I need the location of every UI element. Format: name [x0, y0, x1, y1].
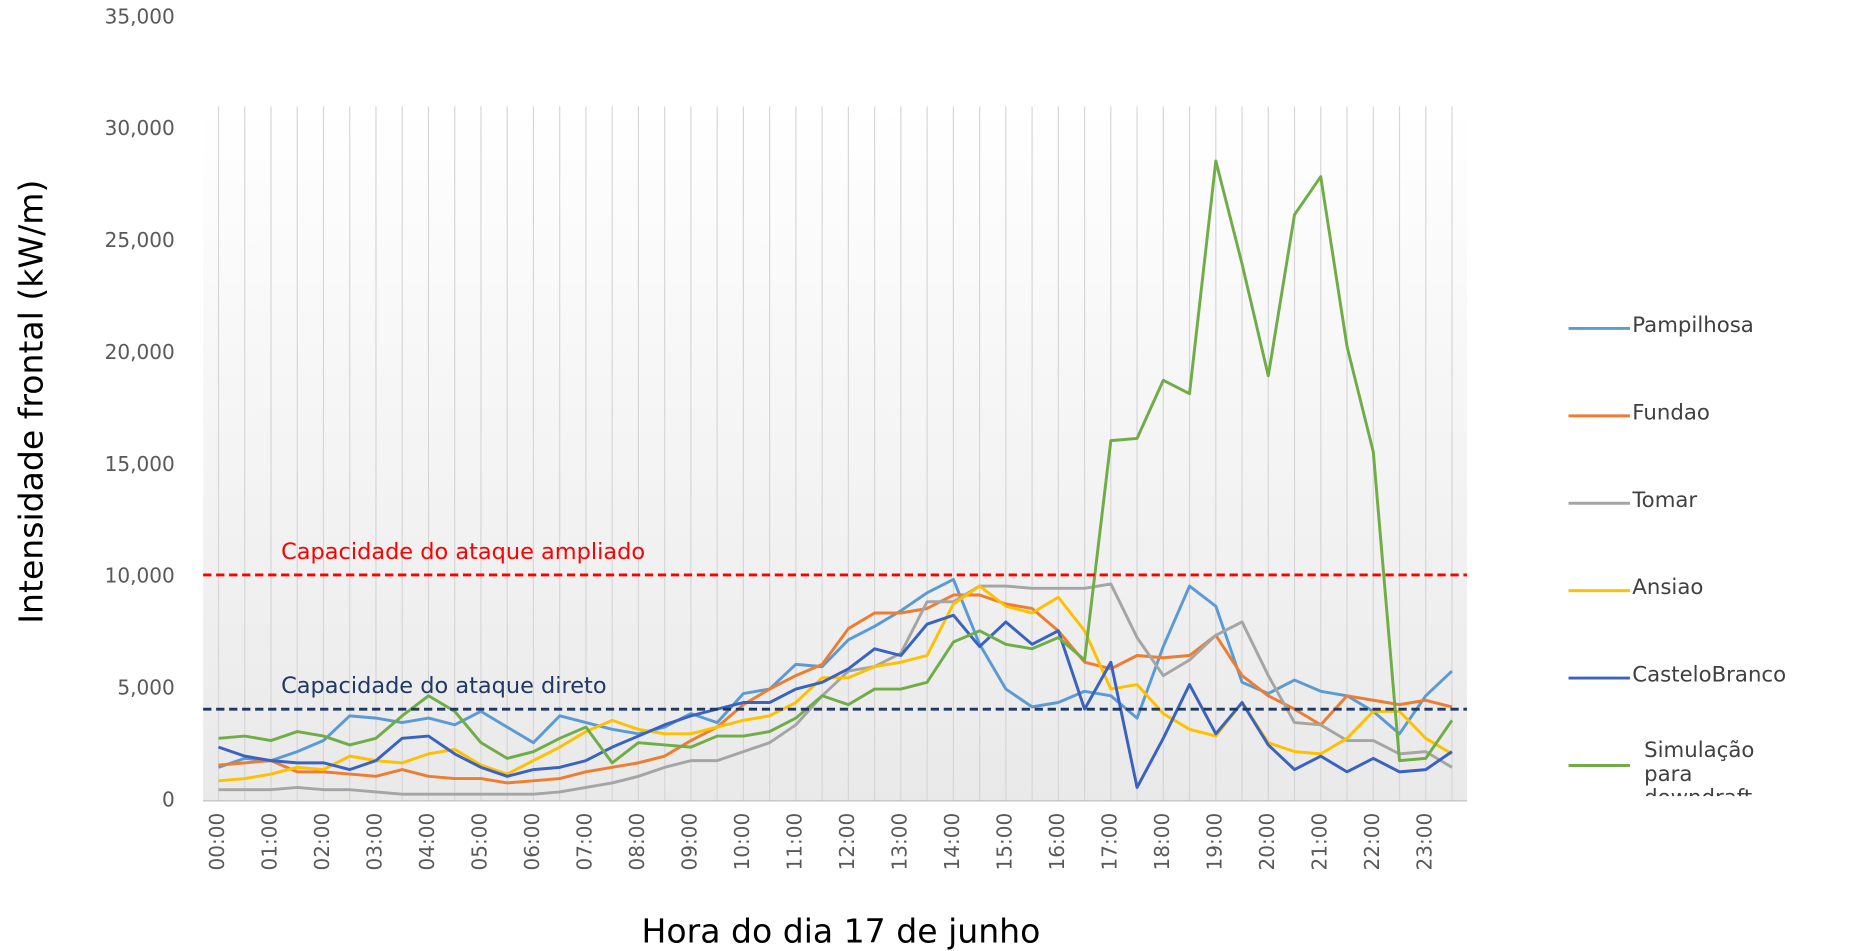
y-tick-label: 35,000	[105, 4, 175, 28]
x-tick-label: 01:00	[257, 813, 281, 871]
y-axis-title: Intensidade frontal (kW/m)	[12, 180, 51, 624]
x-tick-label: 03:00	[362, 813, 386, 871]
x-axis-title: Hora do dia 17 de junho	[642, 912, 1041, 951]
reference-label: Capacidade do ataque direto	[281, 673, 607, 699]
legend-label: Simulação para downdraft	[1644, 739, 1755, 796]
y-tick-label: 25,000	[105, 228, 175, 252]
x-tick-label: 02:00	[310, 813, 334, 871]
x-tick-label: 08:00	[625, 813, 649, 871]
x-tick-label: 07:00	[572, 813, 596, 871]
x-tick-label: 23:00	[1412, 813, 1436, 871]
x-tick-label: 00:00	[205, 813, 229, 871]
legend-item: Simulação para downdraft	[1644, 739, 1755, 796]
x-tick-label: 05:00	[467, 813, 491, 871]
legend-label: Pampilhosa	[1632, 314, 1754, 338]
x-tick-label: 20:00	[1255, 813, 1279, 871]
x-tick-label: 22:00	[1360, 813, 1384, 871]
legend-item: Pampilhosa	[1632, 314, 1754, 338]
y-tick-label: 0	[162, 787, 175, 811]
x-tick-label: 16:00	[1045, 813, 1069, 871]
legend-label: Ansiao	[1632, 576, 1704, 601]
x-tick-label: 17:00	[1097, 813, 1121, 871]
legend-item: Tomar	[1632, 489, 1698, 513]
legend-item: Ansiao	[1632, 576, 1704, 601]
x-tick-label: 15:00	[992, 813, 1016, 871]
legend-label: CasteloBranco	[1632, 663, 1787, 688]
x-tick-label: 18:00	[1150, 813, 1174, 871]
y-tick-label: 30,000	[105, 116, 175, 140]
series-line	[218, 577, 1453, 769]
series-line	[218, 593, 1453, 785]
x-tick-label: 06:00	[520, 813, 544, 871]
x-tick-label: 14:00	[940, 813, 964, 871]
y-tick-label: 5,000	[117, 676, 174, 700]
legend-label: Tomar	[1632, 489, 1698, 513]
legend-item: CasteloBranco	[1632, 663, 1787, 688]
x-tick-label: 10:00	[730, 813, 754, 871]
x-tick-label: 04:00	[415, 813, 439, 871]
x-tick-label: 13:00	[887, 813, 911, 871]
y-tick-label: 20,000	[105, 340, 175, 364]
y-tick-label: 10,000	[105, 564, 175, 588]
legend-item: Fundao	[1632, 401, 1710, 426]
y-tick-label: 15,000	[105, 452, 175, 476]
series-line	[218, 159, 1454, 765]
x-tick-label: 21:00	[1307, 813, 1331, 871]
x-tick-label: 12:00	[835, 813, 859, 871]
x-tick-label: 11:00	[782, 813, 806, 871]
x-tick-label: 09:00	[677, 813, 701, 871]
reference-label: Capacidade do ataque ampliado	[281, 539, 645, 565]
x-tick-label: 19:00	[1202, 813, 1226, 871]
series-line	[218, 582, 1453, 796]
legend-label: Fundao	[1632, 401, 1710, 426]
